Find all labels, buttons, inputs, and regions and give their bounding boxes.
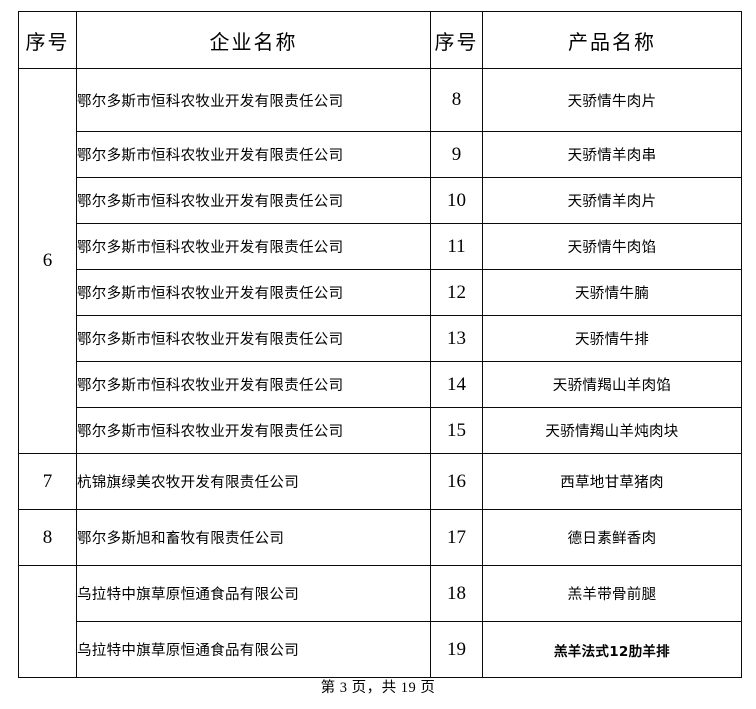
table-row: 鄂尔多斯市恒科农牧业开发有限责任公司 15 天骄情羯山羊炖肉块 [19,407,742,454]
column-header-company-name: 企业名称 [76,11,431,69]
product-number-cell: 14 [430,361,483,408]
company-name-cell: 鄂尔多斯市恒科农牧业开发有限责任公司 [76,223,431,270]
product-name-cell: 天骄情羯山羊肉馅 [482,361,742,408]
table-row: 6 鄂尔多斯市恒科农牧业开发有限责任公司 8 天骄情牛肉片 [18,68,742,454]
company-name-cell: 鄂尔多斯市恒科农牧业开发有限责任公司 [76,407,431,454]
table-row: 8 鄂尔多斯旭和畜牧有限责任公司 17 德日素鲜香肉 [18,509,742,566]
product-name-cell: 羔羊带骨前腿 [482,565,742,622]
company-name-cell: 乌拉特中旗草原恒通食品有限公司 [76,565,431,622]
group-number-cell: 8 [18,509,77,566]
page-footer: 第 3 页，共 19 页 [320,680,436,696]
header-row: 序号 企业名称 序号 产品名称 [18,11,742,69]
column-header-product-name: 产品名称 [482,11,742,69]
table-row: 鄂尔多斯市恒科农牧业开发有限责任公司 9 天骄情羊肉串 [19,131,742,178]
product-number-cell: 10 [430,177,483,224]
product-number-cell: 18 [430,565,483,622]
company-name-cell: 鄂尔多斯市恒科农牧业开发有限责任公司 [76,131,431,178]
company-name-cell: 鄂尔多斯市恒科农牧业开发有限责任公司 [76,269,431,316]
group-number-cell [18,565,77,678]
table-header: 序号 企业名称 序号 产品名称 [18,11,742,69]
table-row: 鄂尔多斯市恒科农牧业开发有限责任公司 11 天骄情牛肉馅 [19,223,742,270]
product-name-cell: 天骄情羊肉片 [482,177,742,224]
product-registry-table: 序号 企业名称 序号 产品名称 6 鄂尔多斯市恒科农牧业开发有限责任公司 8 天… [18,11,742,678]
group-number-cell: 6 [18,68,77,454]
table-body: 6 鄂尔多斯市恒科农牧业开发有限责任公司 8 天骄情牛肉片 鄂尔多斯市恒科农牧业… [18,68,742,678]
product-number-cell: 12 [430,269,483,316]
table-row: 鄂尔多斯市恒科农牧业开发有限责任公司 13 天骄情牛排 [19,315,742,362]
product-number-cell: 9 [430,131,483,178]
table-row: 乌拉特中旗草原恒通食品有限公司 19 羔羊法式12肋羊排 [19,621,742,678]
company-name-cell: 乌拉特中旗草原恒通食品有限公司 [76,621,431,678]
product-number-cell: 13 [430,315,483,362]
company-name-cell: 鄂尔多斯市恒科农牧业开发有限责任公司 [76,68,431,132]
column-header-product-no: 序号 [430,11,483,69]
product-number-cell: 19 [430,621,483,678]
table-row: 7 杭锦旗绿美农牧开发有限责任公司 16 西草地甘草猪肉 [18,453,742,510]
product-name-cell: 天骄情牛排 [482,315,742,362]
company-name-cell: 鄂尔多斯旭和畜牧有限责任公司 [76,509,431,566]
product-name-cell: 西草地甘草猪肉 [482,453,742,510]
company-name-cell: 杭锦旗绿美农牧开发有限责任公司 [76,453,431,510]
table-row: 鄂尔多斯市恒科农牧业开发有限责任公司 12 天骄情牛腩 [19,269,742,316]
table-row: 鄂尔多斯市恒科农牧业开发有限责任公司 14 天骄情羯山羊肉馅 [19,361,742,408]
product-number-cell: 17 [430,509,483,566]
table-row: 鄂尔多斯市恒科农牧业开发有限责任公司 10 天骄情羊肉片 [19,177,742,224]
company-name-cell: 鄂尔多斯市恒科农牧业开发有限责任公司 [76,177,431,224]
product-name-cell: 羔羊法式12肋羊排 [482,621,742,678]
product-number-cell: 15 [430,407,483,454]
product-number-cell: 8 [430,68,483,132]
product-number-cell: 11 [430,223,483,270]
group-number-cell: 7 [18,453,77,510]
column-header-company-no: 序号 [18,11,77,69]
table-row: 乌拉特中旗草原恒通食品有限公司 18 羔羊带骨前腿 [18,565,742,678]
product-number-cell: 16 [430,453,483,510]
product-name-cell: 天骄情牛肉片 [482,68,742,132]
product-name-cell: 天骄情牛肉馅 [482,223,742,270]
product-name-cell: 天骄情羊肉串 [482,131,742,178]
product-name-cell: 德日素鲜香肉 [482,509,742,566]
company-name-cell: 鄂尔多斯市恒科农牧业开发有限责任公司 [76,315,431,362]
product-name-cell: 天骄情羯山羊炖肉块 [482,407,742,454]
product-name-cell: 天骄情牛腩 [482,269,742,316]
company-name-cell: 鄂尔多斯市恒科农牧业开发有限责任公司 [76,361,431,408]
